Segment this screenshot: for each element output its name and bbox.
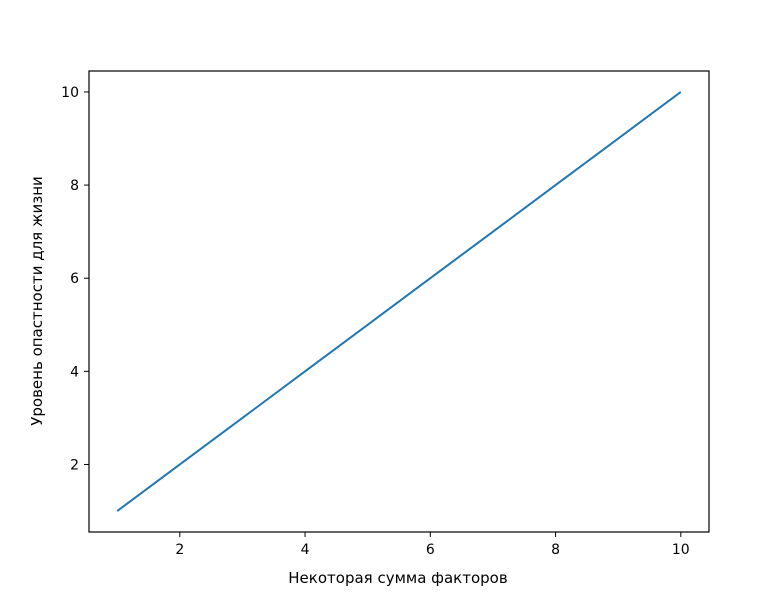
plot-area <box>116 91 682 512</box>
x-tick-label: 8 <box>551 542 560 558</box>
x-axis-label: Некоторая сумма факторов <box>288 569 507 587</box>
series-line-0 <box>116 91 682 512</box>
x-tick-label: 6 <box>426 542 435 558</box>
y-axis-label: Уровень опастности для жизни <box>28 176 46 426</box>
y-tick-label: 10 <box>61 85 79 101</box>
y-tick-label: 4 <box>70 364 79 380</box>
y-tick-label: 2 <box>70 457 79 473</box>
x-tick-label: 4 <box>301 542 310 558</box>
plot-frame <box>88 70 710 533</box>
x-tick-label: 10 <box>672 542 690 558</box>
x-tick-label: 2 <box>175 542 184 558</box>
y-tick-label: 6 <box>70 271 79 287</box>
y-axis: 2 4 6 8 10 <box>61 85 89 473</box>
x-axis: 2 4 6 8 10 <box>175 532 690 558</box>
y-tick-label: 8 <box>70 178 79 194</box>
